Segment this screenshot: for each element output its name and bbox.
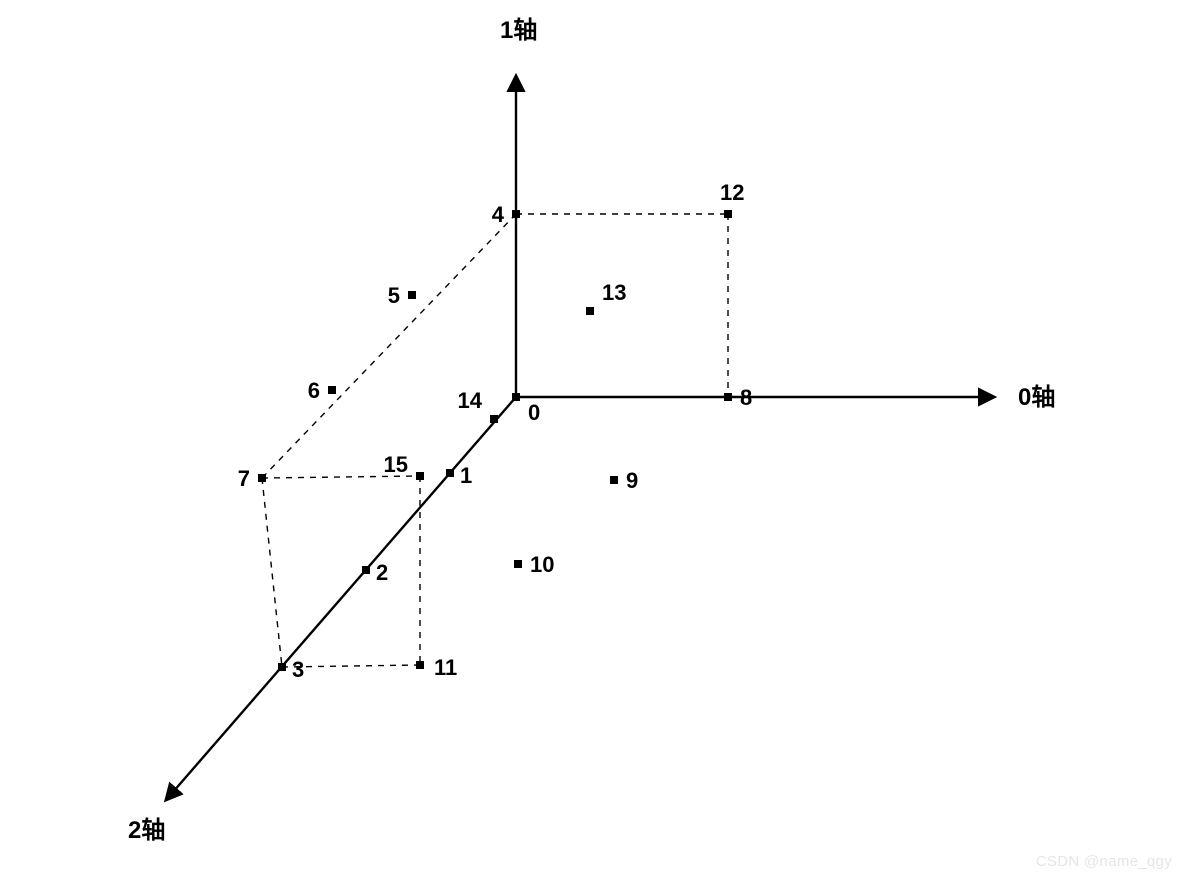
point-marker-13	[586, 307, 594, 315]
point-marker-7	[258, 474, 266, 482]
point-marker-10	[514, 560, 522, 568]
point-label-3: 3	[292, 657, 304, 682]
point-label-14: 14	[458, 388, 483, 413]
point-label-12: 12	[720, 180, 744, 205]
dashed-edge	[262, 214, 516, 478]
point-marker-1	[446, 469, 454, 477]
watermark-text: CSDN @name_qgy	[1036, 853, 1172, 870]
point-label-6: 6	[308, 378, 320, 403]
point-label-9: 9	[626, 468, 638, 493]
point-label-15: 15	[384, 452, 408, 477]
axis-1-label: 1轴	[500, 16, 537, 44]
axis-2-label: 2轴	[128, 816, 165, 844]
point-marker-5	[408, 291, 416, 299]
point-marker-14	[490, 415, 498, 423]
point-label-0: 0	[528, 400, 540, 425]
point-marker-15	[416, 472, 424, 480]
axes: 0轴 1轴 2轴	[128, 16, 1055, 844]
point-marker-0	[512, 393, 520, 401]
point-marker-12	[724, 210, 732, 218]
points: 0123456789101112131415	[238, 180, 753, 682]
axis-2-line	[166, 397, 516, 800]
point-label-4: 4	[492, 202, 505, 227]
point-label-10: 10	[530, 552, 554, 577]
point-label-5: 5	[388, 283, 400, 308]
point-label-1: 1	[460, 463, 472, 488]
dashed-edge	[262, 478, 282, 667]
axis-0-label: 0轴	[1018, 383, 1055, 411]
point-marker-8	[724, 393, 732, 401]
point-marker-11	[416, 661, 424, 669]
point-label-11: 11	[434, 655, 457, 680]
point-label-8: 8	[740, 385, 752, 410]
point-label-2: 2	[376, 560, 388, 585]
point-marker-2	[362, 566, 370, 574]
point-marker-6	[328, 386, 336, 394]
point-marker-9	[610, 476, 618, 484]
point-label-13: 13	[602, 280, 626, 305]
dashed-edges	[262, 214, 728, 667]
point-marker-4	[512, 210, 520, 218]
diagram-canvas: 0轴1轴2轴0123456789101112131415	[0, 0, 1184, 878]
point-label-7: 7	[238, 466, 250, 491]
point-marker-3	[278, 663, 286, 671]
